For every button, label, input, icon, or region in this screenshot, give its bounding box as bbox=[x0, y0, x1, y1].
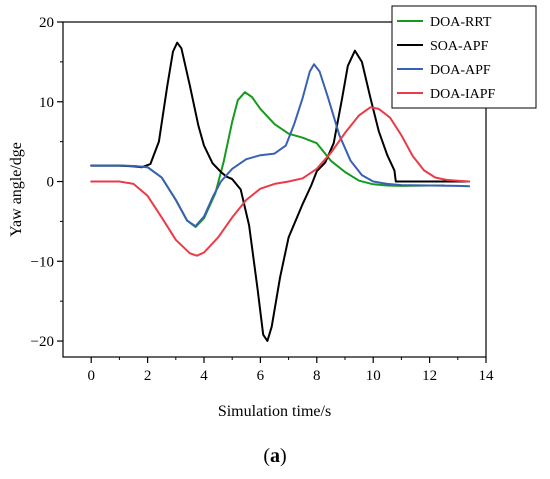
y-tick-label: −20 bbox=[31, 334, 54, 350]
x-tick-label: 10 bbox=[366, 368, 381, 384]
y-tick-label: 20 bbox=[39, 15, 54, 31]
y-axis-label: Yaw angle/dge bbox=[8, 142, 25, 237]
x-tick-label: 4 bbox=[200, 368, 208, 384]
x-tick-label: 8 bbox=[313, 368, 321, 384]
plot-frame bbox=[62, 21, 487, 358]
x-tick-label: 14 bbox=[479, 368, 495, 384]
legend-label-doa-apf: DOA-APF bbox=[430, 63, 491, 78]
x-tick-label: 6 bbox=[257, 368, 265, 384]
y-tick-label: −10 bbox=[31, 254, 54, 270]
axes: 0 2 4 6 8 10 12 14 −20 −10 0 10 20 Simulation time/s Y… bbox=[8, 15, 494, 420]
series-line-soa-apf bbox=[90, 41, 471, 342]
legend: DOA-RRT SOA-APF DOA-APF DOA-IAPF bbox=[391, 5, 537, 109]
legend-label-doa-iapf: DOA-IAPF bbox=[430, 87, 496, 102]
x-axis-label: Simulation time/s bbox=[218, 403, 331, 420]
figure-caption: (a) bbox=[0, 445, 550, 468]
x-tick-label: 0 bbox=[87, 368, 95, 384]
series-line-doa-rrt bbox=[90, 91, 445, 228]
series-line-doa-apf bbox=[90, 63, 471, 228]
legend-box bbox=[391, 5, 537, 109]
legend-label-doa-rrt: DOA-RRT bbox=[430, 15, 492, 30]
caption-letter: a bbox=[270, 445, 280, 467]
x-tick-label: 2 bbox=[144, 368, 152, 384]
y-tick-label: 0 bbox=[47, 175, 55, 191]
caption-close: ) bbox=[280, 445, 287, 467]
series-line-doa-iapf bbox=[90, 106, 471, 257]
legend-label-soa-apf: SOA-APF bbox=[430, 39, 489, 54]
chart: 0 2 4 6 8 10 12 14 −20 −10 0 10 20 Simulation time/s Y… bbox=[8, 5, 537, 420]
y-tick-label: 10 bbox=[39, 95, 54, 111]
caption-open: ( bbox=[263, 445, 270, 467]
x-tick-label: 12 bbox=[422, 368, 437, 384]
series-layer bbox=[90, 41, 471, 342]
